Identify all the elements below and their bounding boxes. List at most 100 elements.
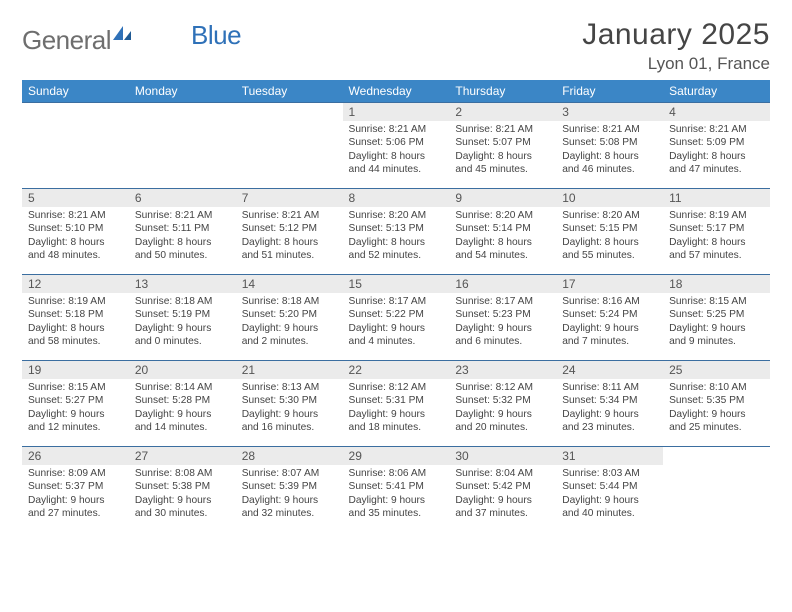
day-detail-line: and 44 minutes. [349, 163, 444, 176]
day-detail-line: Daylight: 9 hours [562, 494, 657, 507]
logo-sail-icon [111, 24, 133, 47]
weekday-header: Saturday [663, 80, 770, 103]
day-detail-line: Daylight: 9 hours [349, 322, 444, 335]
day-detail-line: Daylight: 9 hours [455, 494, 550, 507]
day-detail-line: Sunrise: 8:21 AM [455, 123, 550, 136]
day-details: Sunrise: 8:18 AMSunset: 5:20 PMDaylight:… [236, 293, 343, 353]
day-details: Sunrise: 8:19 AMSunset: 5:17 PMDaylight:… [663, 207, 770, 267]
logo: General Blue [22, 24, 241, 57]
day-detail-line: Daylight: 9 hours [669, 408, 764, 421]
day-details: Sunrise: 8:20 AMSunset: 5:14 PMDaylight:… [449, 207, 556, 267]
day-detail-line: Sunrise: 8:08 AM [135, 467, 230, 480]
day-detail-line: Daylight: 8 hours [242, 236, 337, 249]
day-detail-line: Sunrise: 8:21 AM [28, 209, 123, 222]
day-detail-line: and 20 minutes. [455, 421, 550, 434]
day-detail-line: Daylight: 8 hours [349, 236, 444, 249]
day-details: Sunrise: 8:16 AMSunset: 5:24 PMDaylight:… [556, 293, 663, 353]
day-number: 2 [449, 103, 556, 121]
calendar-day-cell: 19Sunrise: 8:15 AMSunset: 5:27 PMDayligh… [22, 361, 129, 447]
day-detail-line: Sunset: 5:31 PM [349, 394, 444, 407]
day-details: Sunrise: 8:21 AMSunset: 5:07 PMDaylight:… [449, 121, 556, 181]
day-detail-line: and 25 minutes. [669, 421, 764, 434]
day-detail-line: Sunrise: 8:19 AM [28, 295, 123, 308]
day-detail-line: and 46 minutes. [562, 163, 657, 176]
calendar-day-cell: 24Sunrise: 8:11 AMSunset: 5:34 PMDayligh… [556, 361, 663, 447]
day-detail-line: Sunrise: 8:18 AM [135, 295, 230, 308]
calendar-week-row: 26Sunrise: 8:09 AMSunset: 5:37 PMDayligh… [22, 447, 770, 533]
calendar-day-cell: 12Sunrise: 8:19 AMSunset: 5:18 PMDayligh… [22, 275, 129, 361]
day-number: 30 [449, 447, 556, 465]
title-block: January 2025 Lyon 01, France [582, 18, 770, 74]
day-number: 26 [22, 447, 129, 465]
day-detail-line: Sunset: 5:35 PM [669, 394, 764, 407]
day-detail-line: Sunset: 5:13 PM [349, 222, 444, 235]
day-number: 20 [129, 361, 236, 379]
day-detail-line: Daylight: 8 hours [349, 150, 444, 163]
calendar-day-cell [663, 447, 770, 533]
day-detail-line: Daylight: 9 hours [455, 322, 550, 335]
day-detail-line: Sunrise: 8:21 AM [349, 123, 444, 136]
calendar-day-cell: 9Sunrise: 8:20 AMSunset: 5:14 PMDaylight… [449, 189, 556, 275]
day-detail-line: Sunrise: 8:21 AM [669, 123, 764, 136]
calendar-week-row: 1Sunrise: 8:21 AMSunset: 5:06 PMDaylight… [22, 103, 770, 189]
day-detail-line: Sunrise: 8:17 AM [455, 295, 550, 308]
day-detail-line: and 2 minutes. [242, 335, 337, 348]
day-detail-line: and 7 minutes. [562, 335, 657, 348]
logo-text-gray: General [22, 25, 111, 56]
day-number: 23 [449, 361, 556, 379]
day-details: Sunrise: 8:21 AMSunset: 5:08 PMDaylight:… [556, 121, 663, 181]
weekday-header: Wednesday [343, 80, 450, 103]
day-detail-line: Daylight: 8 hours [562, 150, 657, 163]
day-detail-line: Sunset: 5:37 PM [28, 480, 123, 493]
day-detail-line: Sunrise: 8:19 AM [669, 209, 764, 222]
day-detail-line: Sunrise: 8:07 AM [242, 467, 337, 480]
day-number: 19 [22, 361, 129, 379]
day-detail-line: Sunset: 5:34 PM [562, 394, 657, 407]
day-detail-line: Sunrise: 8:16 AM [562, 295, 657, 308]
day-detail-line: Sunset: 5:32 PM [455, 394, 550, 407]
day-detail-line: Daylight: 9 hours [28, 494, 123, 507]
day-detail-line: and 23 minutes. [562, 421, 657, 434]
day-details: Sunrise: 8:07 AMSunset: 5:39 PMDaylight:… [236, 465, 343, 525]
calendar-day-cell: 8Sunrise: 8:20 AMSunset: 5:13 PMDaylight… [343, 189, 450, 275]
day-detail-line: Sunset: 5:11 PM [135, 222, 230, 235]
day-detail-line: Daylight: 9 hours [455, 408, 550, 421]
calendar-day-cell [129, 103, 236, 189]
day-detail-line: Daylight: 8 hours [455, 150, 550, 163]
day-details: Sunrise: 8:06 AMSunset: 5:41 PMDaylight:… [343, 465, 450, 525]
calendar-table: Sunday Monday Tuesday Wednesday Thursday… [22, 80, 770, 533]
day-detail-line: Daylight: 8 hours [28, 322, 123, 335]
day-detail-line: and 51 minutes. [242, 249, 337, 262]
day-detail-line: Sunset: 5:42 PM [455, 480, 550, 493]
day-detail-line: Sunrise: 8:20 AM [349, 209, 444, 222]
day-detail-line: and 6 minutes. [455, 335, 550, 348]
day-detail-line: Sunrise: 8:15 AM [669, 295, 764, 308]
calendar-day-cell: 1Sunrise: 8:21 AMSunset: 5:06 PMDaylight… [343, 103, 450, 189]
day-detail-line: Daylight: 9 hours [242, 494, 337, 507]
day-detail-line: Sunset: 5:27 PM [28, 394, 123, 407]
weekday-header: Sunday [22, 80, 129, 103]
day-detail-line: Daylight: 9 hours [28, 408, 123, 421]
day-detail-line: and 0 minutes. [135, 335, 230, 348]
day-detail-line: Sunrise: 8:11 AM [562, 381, 657, 394]
day-detail-line: and 55 minutes. [562, 249, 657, 262]
day-number: 13 [129, 275, 236, 293]
day-detail-line: Sunrise: 8:21 AM [135, 209, 230, 222]
day-detail-line: Sunrise: 8:20 AM [562, 209, 657, 222]
calendar-day-cell: 15Sunrise: 8:17 AMSunset: 5:22 PMDayligh… [343, 275, 450, 361]
calendar-day-cell: 13Sunrise: 8:18 AMSunset: 5:19 PMDayligh… [129, 275, 236, 361]
day-detail-line: Sunrise: 8:03 AM [562, 467, 657, 480]
day-detail-line: Sunset: 5:18 PM [28, 308, 123, 321]
day-detail-line: Sunrise: 8:21 AM [562, 123, 657, 136]
day-detail-line: and 52 minutes. [349, 249, 444, 262]
day-detail-line: Daylight: 8 hours [28, 236, 123, 249]
day-detail-line: Sunrise: 8:09 AM [28, 467, 123, 480]
day-detail-line: Sunrise: 8:12 AM [349, 381, 444, 394]
calendar-day-cell: 22Sunrise: 8:12 AMSunset: 5:31 PMDayligh… [343, 361, 450, 447]
day-details: Sunrise: 8:14 AMSunset: 5:28 PMDaylight:… [129, 379, 236, 439]
header: General Blue January 2025 Lyon 01, Franc… [22, 18, 770, 74]
day-detail-line: Daylight: 9 hours [349, 408, 444, 421]
calendar-day-cell: 6Sunrise: 8:21 AMSunset: 5:11 PMDaylight… [129, 189, 236, 275]
day-details: Sunrise: 8:11 AMSunset: 5:34 PMDaylight:… [556, 379, 663, 439]
day-detail-line: and 54 minutes. [455, 249, 550, 262]
